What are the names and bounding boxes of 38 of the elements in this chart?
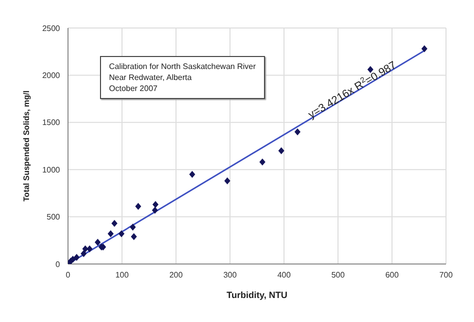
y-tick-label: 2000 — [42, 71, 61, 80]
point — [108, 230, 114, 238]
y-tick-label: 0 — [56, 260, 61, 269]
point — [152, 201, 158, 208]
point — [118, 230, 124, 238]
x-tick-label: 0 — [66, 270, 71, 280]
y-axis-title: Total Suspended Solids, mg/l — [22, 90, 31, 202]
annotation: October 2007 — [109, 83, 158, 94]
y-tick-label: 500 — [46, 212, 61, 222]
y-tick-label: 1500 — [42, 118, 61, 128]
x-tick-label: 700 — [439, 270, 454, 280]
point — [86, 245, 93, 252]
point — [130, 233, 137, 240]
x-tick-label: 400 — [277, 270, 292, 280]
x-axis-title: Turbidity, NTU — [226, 290, 288, 300]
annotation: Calibration for North Saskatchewan River — [109, 61, 256, 72]
note-box: Calibration for North Saskatchewan River Near Redwater, Alberta October 2007 — [100, 56, 265, 99]
y-tick-label: 2500 — [42, 24, 61, 33]
x-tick-label: 300 — [223, 270, 238, 280]
x-tick-label: 500 — [331, 270, 346, 280]
x-tick-label: 200 — [169, 270, 184, 280]
point — [152, 206, 158, 214]
point — [224, 177, 230, 184]
x-tick-label: 600 — [385, 270, 400, 280]
point — [111, 220, 118, 227]
point — [130, 224, 136, 231]
point — [80, 250, 87, 258]
point — [189, 170, 196, 178]
y-tick-label: 1000 — [42, 165, 61, 174]
point — [135, 202, 142, 210]
point — [278, 147, 284, 154]
point — [259, 158, 266, 166]
point — [74, 254, 80, 261]
point — [94, 238, 101, 246]
annotation: Near Redwater, Alberta — [109, 72, 193, 83]
point — [421, 45, 428, 52]
point — [294, 128, 300, 136]
x-tick-label: 100 — [115, 270, 130, 280]
